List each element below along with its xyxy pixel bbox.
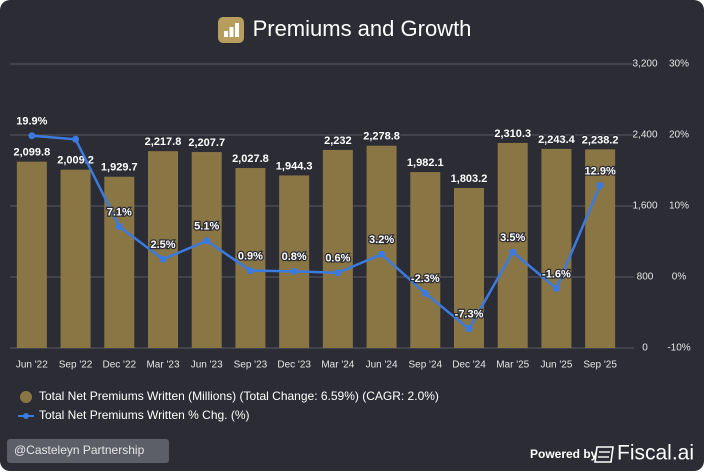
bar: [279, 175, 310, 348]
x-tick-label: Mar '24: [321, 360, 354, 371]
line-value-label: 5.1%: [194, 221, 219, 233]
x-tick-label: Sep '25: [583, 360, 617, 371]
credit-text: @Casteleyn Partnership: [14, 443, 145, 457]
line-point: [378, 250, 386, 258]
plot-area: 0 800 1,600 2,400 3,200 -10% 0% 10% 20% 30% Jun '2…: [10, 59, 691, 371]
x-tick-label: Sep '23: [234, 360, 268, 371]
bar-value-label: 2,027.8: [232, 153, 269, 165]
bar: [148, 151, 178, 348]
x-tick-label: Dec '23: [277, 360, 311, 371]
line-value-label: 3.5%: [500, 232, 525, 244]
legend-swatch: [23, 413, 29, 419]
bar-value-label: 1,929.7: [101, 162, 138, 174]
bar: [585, 149, 616, 348]
line-point: [552, 284, 560, 292]
line-point: [421, 289, 429, 297]
line-value-label: -7.3%: [455, 309, 484, 321]
x-tick-label: Sep '24: [408, 360, 442, 371]
x-tick-label: Sep '22: [59, 360, 93, 371]
credit-box: [7, 439, 169, 463]
powered-by: Powered by: [530, 447, 598, 461]
bar: [366, 145, 397, 348]
legend: Total Net Premiums Written (Millions) (T…: [18, 389, 439, 422]
legend-label: Total Net Premiums Written % Chg. (%): [39, 408, 250, 422]
x-tick-label: Mar '25: [496, 360, 529, 371]
y2-tick-label: 20%: [669, 130, 689, 141]
y2-tick-label: 0%: [672, 272, 687, 283]
bar: [497, 142, 528, 348]
line-value-label: -2.3%: [411, 273, 440, 285]
y2-tick-label: 30%: [669, 59, 689, 70]
line-point: [203, 237, 211, 245]
line-point: [115, 223, 123, 231]
bar: [235, 168, 266, 348]
line-series: [31, 134, 602, 331]
bar: [104, 176, 135, 348]
bar: [16, 161, 47, 348]
y2-tick-label: -10%: [667, 343, 690, 354]
x-tick-label: Mar '23: [146, 360, 179, 371]
legend-swatch: [20, 391, 32, 403]
bar-value-label: 2,217.8: [145, 136, 182, 148]
line-value-label: 7.1%: [107, 206, 132, 218]
bar-value-label: 2,207.7: [188, 137, 225, 149]
line-point: [290, 267, 298, 275]
bar-value-label: 2,238.2: [582, 134, 619, 146]
line-point: [28, 132, 36, 140]
line-point: [596, 181, 604, 189]
y-tick-label: 0: [642, 343, 648, 354]
line-value-label: 2.5%: [150, 239, 175, 251]
bar-value-label: 2,243.4: [538, 134, 576, 146]
y-tick-label: 2,400: [632, 130, 657, 141]
line-point: [72, 135, 80, 143]
line-value-label: 3.2%: [369, 234, 394, 246]
bar: [60, 169, 91, 348]
x-tick-label: Jun '25: [540, 360, 572, 371]
line-point: [509, 248, 517, 256]
bar-value-label: 2,310.3: [494, 128, 531, 140]
x-tick-label: Dec '24: [452, 360, 486, 371]
y-tick-label: 800: [637, 272, 654, 283]
brand-name: Fiscal.ai: [617, 442, 694, 465]
line-value-label: 0.6%: [325, 253, 350, 265]
bar-value-label: 1,982.1: [407, 157, 444, 169]
y2-tick-label: 10%: [669, 201, 689, 212]
title-icon: [218, 17, 244, 43]
brand-icon: [594, 446, 614, 463]
line-value-label: 0.9%: [238, 251, 263, 263]
bar-value-label: 1,944.3: [276, 160, 313, 172]
bar-value-label: 2,099.8: [14, 147, 51, 159]
line-value-label: 0.8%: [282, 251, 307, 263]
x-tick-label: Dec '22: [102, 360, 136, 371]
line-value-label: 19.9%: [16, 116, 47, 128]
line-point: [334, 269, 342, 277]
line-value-label: -1.6%: [542, 268, 571, 280]
x-tick-label: Jun '24: [366, 360, 398, 371]
line-point: [159, 255, 167, 263]
bar: [191, 152, 222, 348]
chart-title: Premiums and Growth: [253, 16, 472, 41]
legend-label: Total Net Premiums Written (Millions) (T…: [39, 389, 439, 403]
x-tick-label: Jun '22: [16, 360, 48, 371]
bar: [541, 148, 572, 348]
bar-value-label: 2,278.8: [363, 131, 400, 143]
bar-value-label: 1,803.2: [451, 173, 488, 185]
bar: [322, 149, 353, 348]
line-point: [246, 267, 254, 275]
line-point: [465, 325, 473, 333]
bar: [454, 187, 484, 348]
y-tick-label: 1,600: [632, 201, 657, 212]
bar: [410, 172, 441, 348]
y-tick-label: 3,200: [632, 59, 657, 70]
x-tick-label: Jun '23: [191, 360, 223, 371]
bar-value-label: 2,232: [324, 135, 352, 147]
line-value-label: 12.9%: [585, 165, 616, 177]
